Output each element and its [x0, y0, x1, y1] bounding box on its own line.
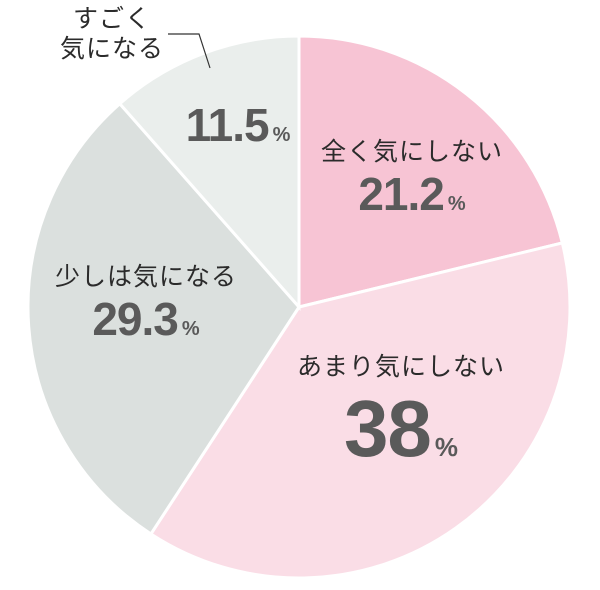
percent-sign: % [181, 318, 200, 340]
slice-label: あまり気にしない [296, 352, 505, 381]
percent-sign: % [447, 193, 466, 215]
slice-label-line2: 気になる [59, 34, 164, 63]
slice-value: 21.2 [358, 168, 445, 220]
label-amari-kinishinai: あまり気にしない 38% [286, 352, 516, 474]
label-sukoshiwa-kininaru: 少しは気になる 29.3% [46, 262, 246, 346]
callout-line [168, 33, 211, 69]
percent-sign: % [272, 124, 291, 146]
slice-value: 29.3 [92, 293, 179, 345]
slice-label: 全く気にしない [320, 137, 503, 166]
label-mattaku-kinishinai: 全く気にしない 21.2% [312, 137, 512, 221]
label-sugoku-kininaru: すごく 気になる [52, 4, 172, 64]
value-sugoku-kininaru: 11.5% [178, 98, 298, 152]
pie-slice [117, 34, 301, 311]
pie-slice [297, 34, 565, 309]
slice-label-line1: すごく [72, 4, 151, 33]
pie-slice [148, 241, 572, 580]
slice-value: 38 [343, 384, 432, 473]
pie-slice [26, 101, 301, 537]
percent-sign: % [434, 432, 459, 462]
slice-label: 少しは気になる [54, 262, 237, 291]
slice-value: 11.5 [185, 99, 270, 151]
